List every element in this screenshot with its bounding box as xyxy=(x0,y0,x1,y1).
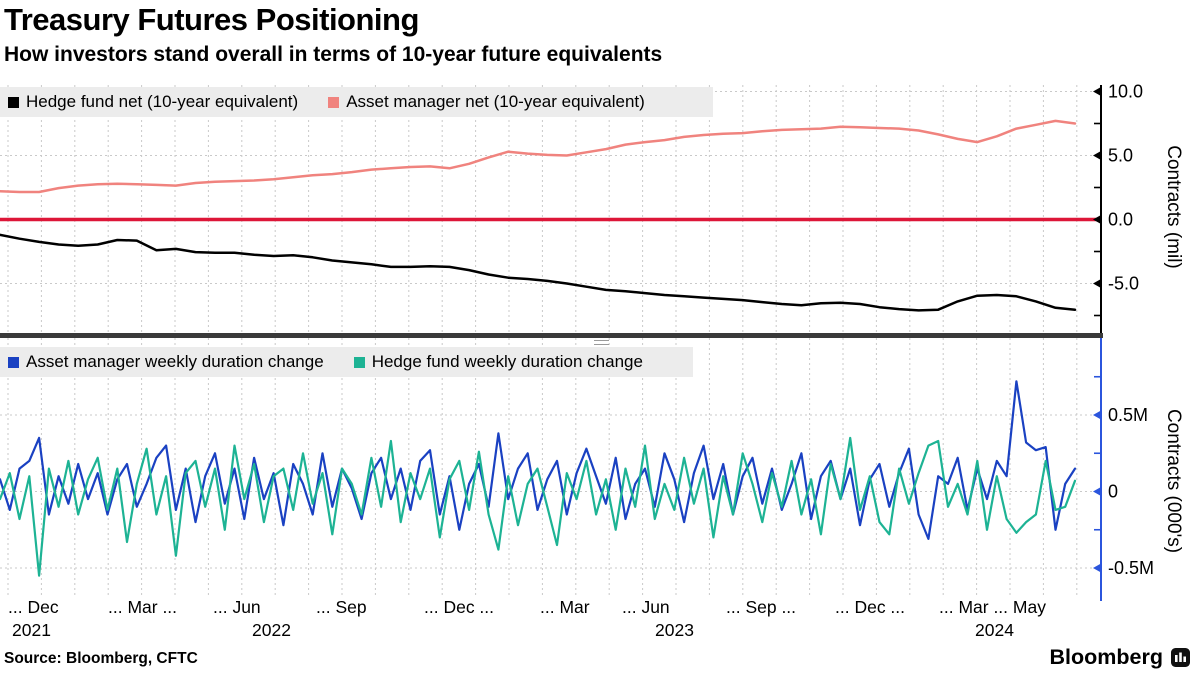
legend-net-positions: Hedge fund net (10-year equivalent) Asse… xyxy=(0,87,713,117)
x-tick-label: ... Mar ... May xyxy=(939,597,1046,617)
legend-item-asset-manager-net: Asset manager net (10-year equivalent) xyxy=(328,92,645,112)
bloomberg-logo-icon xyxy=(1171,648,1190,667)
svg-text:10.0: 10.0 xyxy=(1108,82,1143,102)
svg-text:5.0: 5.0 xyxy=(1108,146,1133,166)
y-axis-title-bottom: Contracts (000's) xyxy=(1163,408,1184,554)
x-tick-label: ... Mar xyxy=(540,597,590,617)
legend-label: Hedge fund weekly duration change xyxy=(371,352,643,371)
legend-item-am-duration: Asset manager weekly duration change xyxy=(8,352,324,372)
x-year-label: 2023 xyxy=(655,620,694,640)
svg-text:0: 0 xyxy=(1108,482,1118,502)
svg-text:0.0: 0.0 xyxy=(1108,210,1133,230)
asset-manager-swatch-icon xyxy=(328,96,340,108)
source-note: Source: Bloomberg, CFTC xyxy=(4,650,198,667)
x-tick-label: ... Dec ... xyxy=(835,597,906,617)
x-tick-label: ... Jun xyxy=(622,597,670,617)
x-tick-label: ... Dec ... xyxy=(424,597,495,617)
panel-divider-handle-icon[interactable] xyxy=(594,340,609,345)
legend-label: Hedge fund net (10-year equivalent) xyxy=(26,92,299,111)
svg-text:-5.0: -5.0 xyxy=(1108,274,1139,294)
y-axis-title-top: Contracts (mil) xyxy=(1163,145,1184,269)
hedge-fund-swatch-icon xyxy=(8,96,19,108)
x-year-label: 2022 xyxy=(252,620,291,640)
legend-duration-change: Asset manager weekly duration change Hed… xyxy=(0,347,693,377)
x-year-label: 2024 xyxy=(975,620,1014,640)
x-tick-label: ... Jun xyxy=(213,597,261,617)
x-tick-label: ... Sep ... xyxy=(726,597,797,617)
legend-item-hf-duration: Hedge fund weekly duration change xyxy=(353,352,643,372)
x-tick-label: ... Mar ... xyxy=(108,597,178,617)
bloomberg-wordmark: Bloomberg xyxy=(1049,645,1163,669)
legend-label: Asset manager net (10-year equivalent) xyxy=(346,92,645,111)
am-duration-swatch-icon xyxy=(8,356,19,368)
hf-duration-swatch-icon xyxy=(353,356,365,368)
x-tick-label: ... Dec xyxy=(8,597,59,617)
x-tick-label: ... Sep xyxy=(316,597,367,617)
x-year-label: 2021 xyxy=(12,620,51,640)
legend-label: Asset manager weekly duration change xyxy=(26,352,324,371)
svg-text:0.5M: 0.5M xyxy=(1108,405,1148,425)
chart-title: Treasury Futures Positioning xyxy=(4,2,419,37)
legend-item-hedge-fund-net: Hedge fund net (10-year equivalent) xyxy=(8,92,298,112)
panel-divider xyxy=(0,333,1103,338)
chart-subtitle: How investors stand overall in terms of … xyxy=(4,43,663,66)
bloomberg-logo: Bloomberg xyxy=(1050,645,1190,670)
svg-text:-0.5M: -0.5M xyxy=(1108,558,1154,578)
